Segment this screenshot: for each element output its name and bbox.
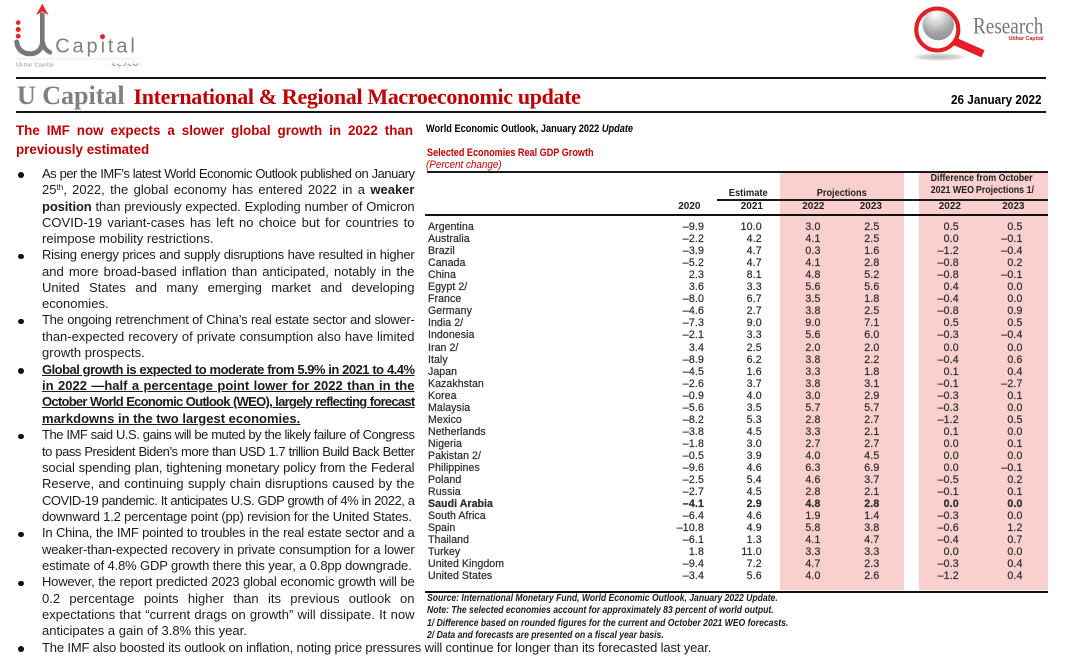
svg-text:Capital: Capital xyxy=(55,35,138,57)
svg-text:Ubhar Capital: Ubhar Capital xyxy=(1008,36,1044,42)
svg-text:Research: Research xyxy=(973,13,1044,39)
svg-text:Ubhar Capital: Ubhar Capital xyxy=(16,62,54,68)
